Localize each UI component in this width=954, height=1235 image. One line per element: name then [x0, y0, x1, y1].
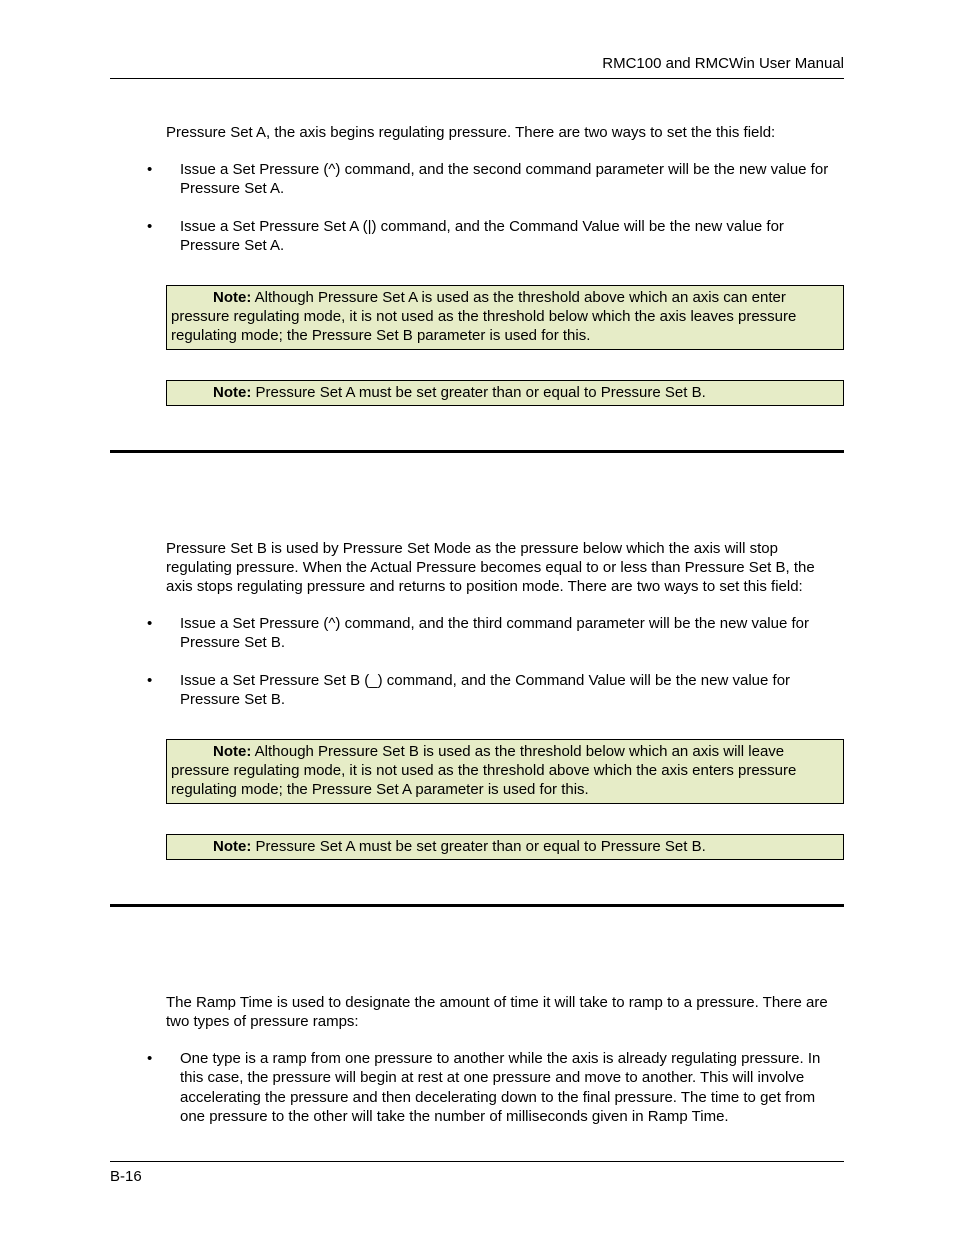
section-a-intro: Pressure Set A, the axis begins regulati… — [166, 123, 844, 142]
note-label: Note: — [213, 289, 251, 306]
note-box: Note: Although Pressure Set A is used as… — [166, 285, 844, 350]
note-text: Pressure Set A must be set greater than … — [256, 384, 706, 401]
note-text: Pressure Set A must be set greater than … — [256, 838, 706, 855]
list-item: Issue a Set Pressure (^) command, and th… — [110, 160, 844, 198]
section-a-bullets: Issue a Set Pressure (^) command, and th… — [110, 160, 844, 255]
note-box: Note: Pressure Set A must be set greater… — [166, 834, 844, 860]
section-c-intro: The Ramp Time is used to designate the a… — [166, 993, 844, 1031]
list-item: Issue a Set Pressure (^) command, and th… — [110, 614, 844, 652]
list-item: One type is a ramp from one pressure to … — [110, 1049, 844, 1126]
section-c-bullets: One type is a ramp from one pressure to … — [110, 1049, 844, 1126]
header-rule: RMC100 and RMCWin User Manual — [110, 55, 844, 79]
section-b-intro: Pressure Set B is used by Pressure Set M… — [166, 539, 844, 597]
note-text: Although Pressure Set B is used as the t… — [171, 743, 796, 798]
footer: B-16 — [110, 1161, 844, 1185]
header-title: RMC100 and RMCWin User Manual — [110, 55, 844, 72]
note-box: Note: Pressure Set A must be set greater… — [166, 380, 844, 406]
section-b-bullets: Issue a Set Pressure (^) command, and th… — [110, 614, 844, 709]
note-box: Note: Although Pressure Set B is used as… — [166, 739, 844, 804]
section-divider — [110, 450, 844, 453]
page-container: RMC100 and RMCWin User Manual Pressure S… — [0, 0, 954, 1235]
list-item: Issue a Set Pressure Set B (_) command, … — [110, 671, 844, 709]
list-item: Issue a Set Pressure Set A (|) command, … — [110, 217, 844, 255]
note-label: Note: — [213, 384, 251, 401]
note-text: Although Pressure Set A is used as the t… — [171, 289, 796, 344]
page-number: B-16 — [110, 1168, 142, 1185]
note-label: Note: — [213, 743, 251, 760]
note-label: Note: — [213, 838, 251, 855]
section-divider — [110, 904, 844, 907]
